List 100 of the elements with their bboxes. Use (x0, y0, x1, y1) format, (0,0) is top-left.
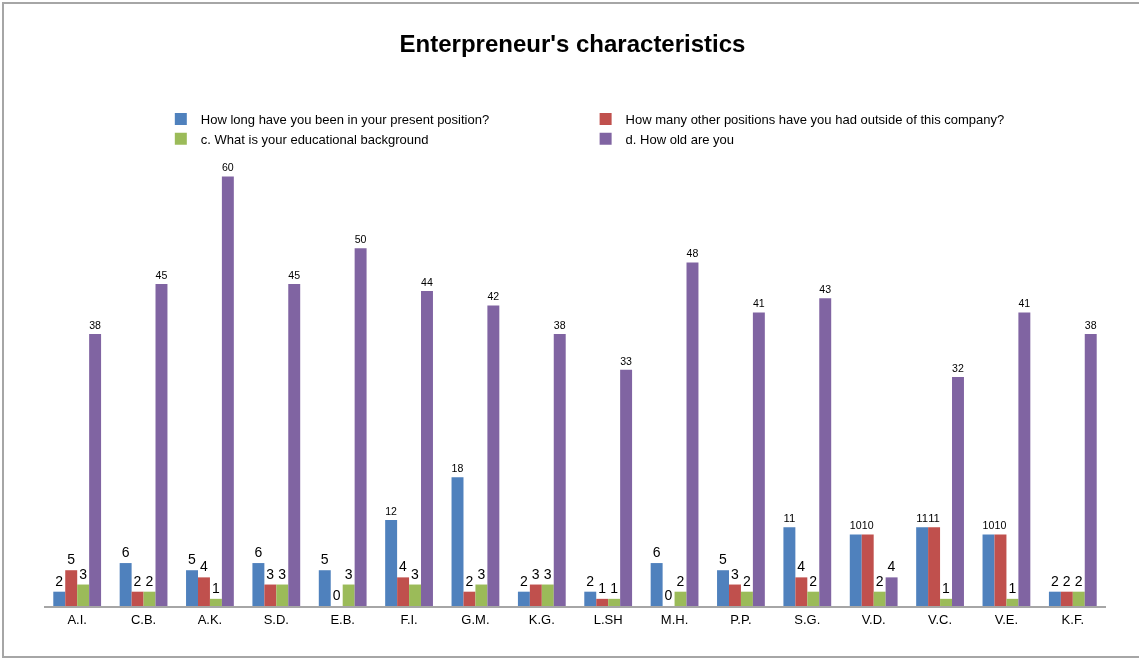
data-label: 2 (809, 572, 818, 589)
legend-label: How long have you been in your present position? (200, 112, 490, 128)
data-label: 3 (79, 565, 88, 582)
data-label: 6 (652, 544, 661, 561)
bar (783, 527, 796, 606)
data-label: 41 (1018, 297, 1031, 310)
data-label: 18 (451, 461, 464, 474)
data-label: 12 (385, 504, 398, 517)
data-label: 3 (477, 565, 486, 582)
bar (288, 283, 301, 606)
bar (819, 298, 832, 606)
data-label: 10 (994, 519, 1007, 532)
data-label: 10 (849, 519, 862, 532)
data-label: 3 (344, 565, 353, 582)
bar (650, 563, 663, 606)
x-tick-label: F.I. (400, 611, 418, 627)
bar (982, 534, 995, 606)
legend-label: d. How old are you (625, 131, 735, 147)
legend-label: c. What is your educational background (200, 131, 429, 147)
bar (1060, 591, 1073, 606)
bar (807, 591, 820, 606)
data-label: 4 (399, 558, 408, 575)
legend-label: How many other positions have you had outside of this company? (625, 112, 1005, 128)
bar (916, 527, 929, 606)
bar (740, 591, 753, 606)
data-label: 3 (266, 565, 275, 582)
data-label: 2 (742, 572, 751, 589)
data-label: 42 (487, 290, 500, 303)
bar (155, 283, 168, 606)
data-label: 5 (188, 551, 197, 568)
data-label: 38 (553, 318, 566, 331)
data-label: 2 (465, 572, 474, 589)
data-label: 1 (942, 579, 951, 596)
data-label: 2 (1074, 572, 1083, 589)
bar (89, 334, 102, 606)
x-tick-label: V.E. (994, 611, 1019, 627)
data-label: 38 (89, 318, 102, 331)
bar (849, 534, 862, 606)
data-label: 4 (797, 558, 806, 575)
data-label: 48 (686, 247, 699, 260)
bar (529, 584, 542, 606)
bar (717, 570, 729, 606)
bar (795, 577, 808, 606)
data-label: 3 (543, 565, 552, 582)
data-label: 44 (421, 275, 433, 288)
bar (276, 584, 289, 606)
data-label: 2 (676, 572, 685, 589)
bar (873, 591, 886, 606)
bar (65, 570, 78, 606)
data-label: 43 (819, 282, 832, 295)
data-label: 11 (928, 511, 940, 524)
bar (596, 598, 609, 606)
x-tick-label: V.C. (928, 611, 953, 627)
bar (421, 291, 433, 606)
bar (1084, 334, 1097, 606)
data-label: 3 (531, 565, 540, 582)
data-label: 3 (278, 565, 287, 582)
data-label: 45 (155, 268, 168, 281)
data-label: 3 (730, 565, 739, 582)
x-tick-label: A.I. (67, 611, 87, 627)
bar (143, 591, 156, 606)
data-label: 5 (320, 551, 329, 568)
bar (53, 591, 66, 606)
chart-title: Enterpreneur's characteristics (399, 30, 746, 58)
data-label: 10 (861, 519, 874, 532)
bar (131, 591, 144, 606)
x-tick-label: E.B. (330, 611, 355, 627)
bar (620, 369, 633, 606)
bar (752, 312, 765, 606)
bar (608, 598, 621, 606)
bar (397, 577, 410, 606)
data-label: 2 (586, 572, 595, 589)
bar (318, 570, 331, 606)
x-tick-label: S.G. (794, 611, 821, 627)
data-label: 2 (133, 572, 142, 589)
bar (209, 598, 222, 606)
data-label: 10 (982, 519, 995, 532)
bar (1006, 598, 1019, 606)
x-tick-label: C.B. (130, 611, 157, 627)
x-tick-label: G.M. (461, 611, 490, 627)
bar (928, 527, 941, 606)
data-label: 1 (211, 579, 220, 596)
data-label: 32 (952, 361, 964, 374)
data-label: 2 (519, 572, 528, 589)
bar (940, 598, 953, 606)
data-label: 33 (620, 354, 633, 367)
data-label: 1 (598, 579, 607, 596)
bar (264, 584, 277, 606)
bar (409, 584, 422, 606)
data-label: 11 (783, 511, 796, 524)
bar (342, 584, 355, 606)
data-label: 38 (1084, 318, 1097, 331)
bar (475, 584, 488, 606)
x-tick-label: K.G. (528, 611, 555, 627)
data-label: 6 (254, 544, 263, 561)
bar (952, 376, 964, 606)
bar (584, 591, 597, 606)
bar (463, 591, 476, 606)
bar (885, 577, 898, 606)
data-label: 2 (1062, 572, 1071, 589)
